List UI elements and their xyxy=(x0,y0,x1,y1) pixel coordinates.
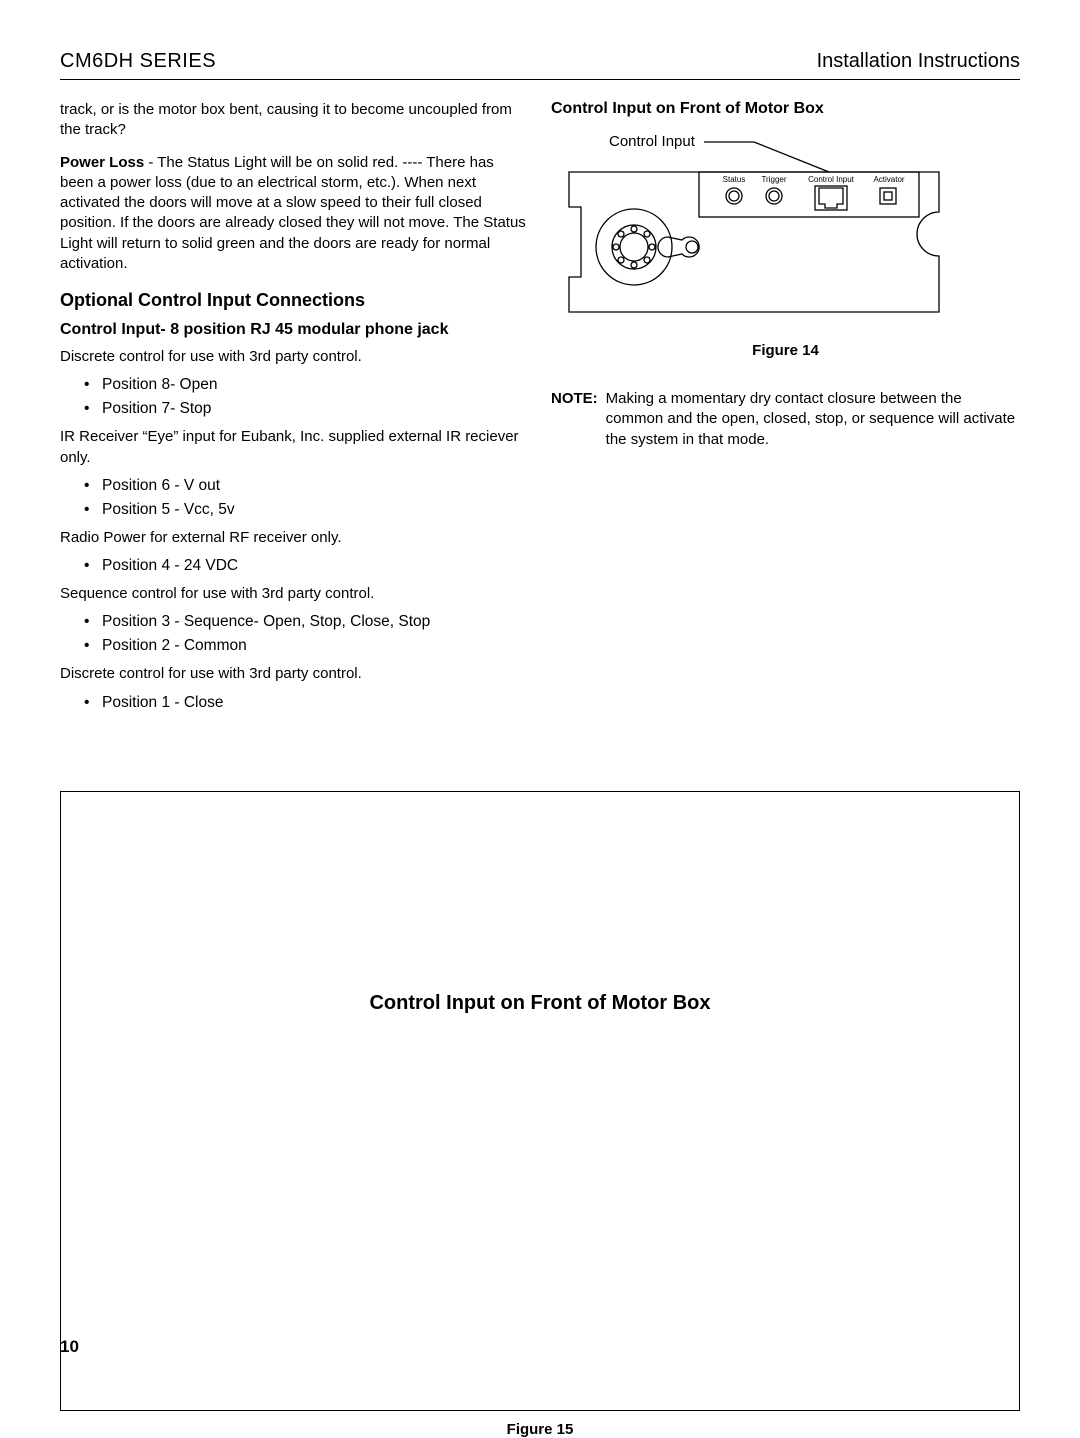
position-item: Position 6 - V out xyxy=(102,474,529,498)
optional-connections-heading: Optional Control Input Connections xyxy=(60,290,529,311)
figure-14-diagram: Control Input Status Trigger Control Inp… xyxy=(559,132,1020,332)
port-label: Trigger xyxy=(761,175,786,184)
figure-15-area: Control Input on Front of Motor Box Figu… xyxy=(60,791,1020,1438)
intro-paragraph: track, or is the motor box bent, causing… xyxy=(60,100,529,141)
port-label: Control Input xyxy=(808,175,855,184)
header-series: CM6DH SERIES xyxy=(60,50,216,73)
group-desc: Sequence control for use with 3rd party … xyxy=(60,584,529,604)
group-desc: Discrete control for use with 3rd party … xyxy=(60,664,529,684)
figure-15-box: Control Input on Front of Motor Box xyxy=(60,791,1020,1411)
position-item: Position 2 - Common xyxy=(102,634,529,658)
port-label: Status xyxy=(723,175,746,184)
position-item: Position 3 - Sequence- Open, Stop, Close… xyxy=(102,610,529,634)
position-list: Position 3 - Sequence- Open, Stop, Close… xyxy=(60,610,529,658)
page-header: CM6DH SERIES Installation Instructions xyxy=(60,50,1020,80)
page-number: 10 xyxy=(60,1337,79,1357)
position-list: Position 1 - Close xyxy=(60,691,529,715)
group-desc: IR Receiver “Eye” input for Eubank, Inc.… xyxy=(60,427,529,468)
note-label: NOTE: xyxy=(551,389,598,450)
position-item: Position 4 - 24 VDC xyxy=(102,554,529,578)
position-item: Position 8- Open xyxy=(102,373,529,397)
position-list: Position 4 - 24 VDC xyxy=(60,554,529,578)
position-item: Position 1 - Close xyxy=(102,691,529,715)
header-doc-type: Installation Instructions xyxy=(817,50,1020,73)
motor-box-heading: Control Input on Front of Motor Box xyxy=(551,100,1020,118)
callout-text: Control Input xyxy=(609,133,696,150)
power-loss-paragraph: Power Loss - The Status Light will be on… xyxy=(60,153,529,275)
power-loss-label: Power Loss xyxy=(60,154,144,171)
left-column: track, or is the motor box bent, causing… xyxy=(60,100,529,721)
right-column: Control Input on Front of Motor Box Cont… xyxy=(551,100,1020,721)
content-columns: track, or is the motor box bent, causing… xyxy=(60,100,1020,721)
figure-14-caption: Figure 14 xyxy=(551,342,1020,359)
rj45-subheading: Control Input- 8 position RJ 45 modular … xyxy=(60,321,529,339)
position-list: Position 8- Open Position 7- Stop xyxy=(60,373,529,421)
note-text: Making a momentary dry contact closure b… xyxy=(606,389,1020,450)
group-desc: Discrete control for use with 3rd party … xyxy=(60,347,529,367)
port-label: Activator xyxy=(873,175,904,184)
group-desc: Radio Power for external RF receiver onl… xyxy=(60,528,529,548)
position-list: Position 6 - V out Position 5 - Vcc, 5v xyxy=(60,474,529,522)
note-block: NOTE: Making a momentary dry contact clo… xyxy=(551,389,1020,450)
power-loss-text: - The Status Light will be on solid red.… xyxy=(60,154,526,272)
motor-box-svg: Control Input Status Trigger Control Inp… xyxy=(559,132,979,332)
position-item: Position 7- Stop xyxy=(102,397,529,421)
figure-15-title: Control Input on Front of Motor Box xyxy=(61,992,1019,1015)
position-item: Position 5 - Vcc, 5v xyxy=(102,498,529,522)
figure-15-caption: Figure 15 xyxy=(60,1421,1020,1438)
